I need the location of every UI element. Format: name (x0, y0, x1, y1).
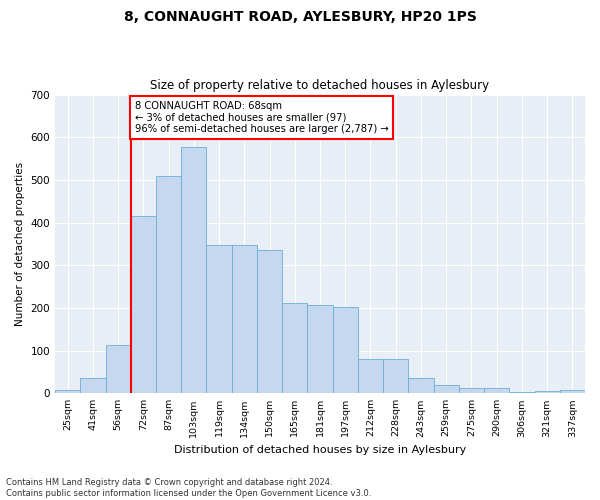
Bar (131, 216, 156, 394)
Bar (156, 176, 181, 394)
Bar (257, 250, 282, 394)
Bar (232, 245, 257, 394)
Bar (307, 304, 332, 394)
Bar (206, 245, 232, 394)
Text: 8 CONNAUGHT ROAD: 68sqm
← 3% of detached houses are smaller (97)
96% of semi-det: 8 CONNAUGHT ROAD: 68sqm ← 3% of detached… (134, 101, 388, 134)
Bar (80, 378, 106, 394)
Bar (55, 390, 80, 394)
Bar (383, 359, 409, 394)
Bar (509, 392, 535, 394)
Bar (282, 303, 307, 394)
Bar (434, 385, 459, 394)
Bar (181, 146, 206, 394)
Bar (332, 306, 358, 394)
Bar (560, 390, 585, 394)
Bar (409, 378, 434, 394)
Bar (484, 388, 509, 394)
Y-axis label: Number of detached properties: Number of detached properties (15, 162, 25, 326)
X-axis label: Distribution of detached houses by size in Aylesbury: Distribution of detached houses by size … (174, 445, 466, 455)
Bar (535, 391, 560, 394)
Bar (106, 345, 131, 394)
Text: 8, CONNAUGHT ROAD, AYLESBURY, HP20 1PS: 8, CONNAUGHT ROAD, AYLESBURY, HP20 1PS (124, 10, 476, 24)
Text: Contains HM Land Registry data © Crown copyright and database right 2024.
Contai: Contains HM Land Registry data © Crown c… (6, 478, 371, 498)
Bar (358, 359, 383, 394)
Title: Size of property relative to detached houses in Aylesbury: Size of property relative to detached ho… (151, 79, 490, 92)
Bar (459, 388, 484, 394)
